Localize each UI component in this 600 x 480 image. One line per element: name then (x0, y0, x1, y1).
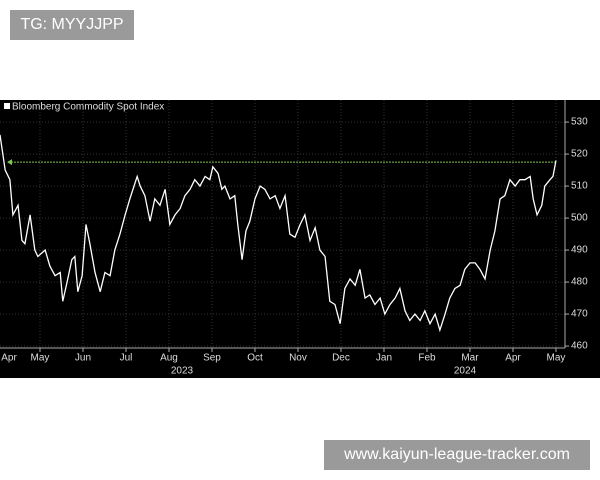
x-tick-label: Apr (505, 353, 521, 364)
x-tick-label: Aug (160, 353, 178, 364)
x-tick-label: May (31, 353, 50, 364)
y-tick-label: 470 (571, 309, 588, 320)
x-group-label: 2024 (454, 366, 477, 377)
line-series (0, 134, 557, 333)
x-tick-label: May (547, 353, 566, 364)
x-tick-label: Jun (75, 353, 91, 364)
x-tick-label: Apr (1, 353, 17, 364)
x-tick-label: Sep (203, 353, 221, 364)
watermark: TG: MYYJJPP (10, 10, 134, 40)
y-tick-label: 480 (571, 277, 588, 288)
x-tick-label: Mar (461, 353, 479, 364)
x-tick-label: Oct (247, 353, 263, 364)
x-tick-label: Jan (376, 353, 392, 364)
watermark: www.kaiyun-league-tracker.com (324, 440, 590, 470)
y-tick-label: 530 (571, 117, 588, 128)
y-tick-label: 520 (571, 149, 588, 160)
legend-label: Bloomberg Commodity Spot Index (12, 102, 164, 113)
x-tick-label: Dec (332, 353, 350, 364)
chart-background (0, 100, 600, 378)
y-tick-label: 460 (571, 341, 588, 352)
y-tick-label: 490 (571, 245, 588, 256)
chart: 460 470 480 490 500 510 520 530 Apr May Jun Jul Aug S… (0, 100, 600, 378)
x-group-label: 2023 (171, 366, 194, 377)
x-tick-label: Jul (120, 353, 133, 364)
reference-arrow (7, 159, 12, 166)
legend-swatch (4, 103, 10, 109)
y-tick-label: 510 (571, 181, 588, 192)
x-tick-label: Feb (418, 353, 436, 364)
y-tick-label: 500 (571, 213, 588, 224)
x-tick-label: Nov (289, 353, 307, 364)
